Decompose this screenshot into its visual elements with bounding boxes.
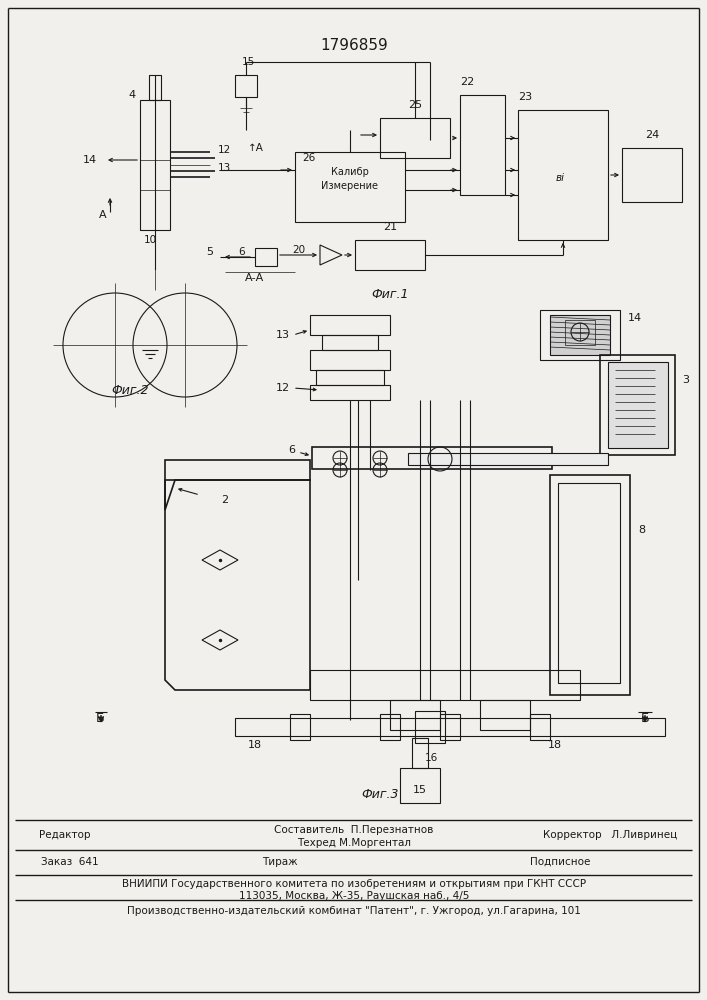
Bar — [255, 248, 277, 266]
Text: Подписное: Подписное — [530, 857, 590, 867]
Bar — [310, 670, 580, 700]
Bar — [550, 315, 610, 355]
Bar — [380, 118, 450, 158]
Text: Калибр: Калибр — [331, 167, 369, 177]
Bar — [565, 320, 595, 345]
Text: 22: 22 — [460, 77, 474, 87]
Text: 8: 8 — [638, 525, 645, 535]
Text: Техред М.Моргентал: Техред М.Моргентал — [297, 838, 411, 848]
Text: 16: 16 — [425, 753, 438, 763]
Text: ВНИИПИ Государственного комитета по изобретениям и открытиям при ГКНТ СССР: ВНИИПИ Государственного комитета по изоб… — [122, 879, 586, 889]
Text: 12: 12 — [276, 383, 290, 393]
Bar — [400, 768, 440, 803]
Text: 18: 18 — [548, 740, 562, 750]
Text: вi: вi — [556, 173, 564, 183]
Text: А-А: А-А — [245, 273, 264, 283]
Text: 13: 13 — [276, 330, 290, 340]
Bar — [235, 75, 257, 97]
Bar — [316, 370, 384, 385]
Text: 6: 6 — [238, 247, 245, 257]
Text: Фиг.2: Фиг.2 — [111, 383, 148, 396]
Bar — [415, 711, 445, 743]
Text: Корректор   Л.Ливринец: Корректор Л.Ливринец — [543, 830, 677, 840]
Text: 18: 18 — [248, 740, 262, 750]
Bar — [140, 100, 170, 230]
Bar — [460, 95, 505, 195]
Text: Составитель  П.Перезнатнов: Составитель П.Перезнатнов — [274, 825, 433, 835]
Text: 23: 23 — [518, 92, 532, 102]
Bar — [540, 310, 620, 360]
Bar — [408, 453, 608, 465]
Text: А: А — [99, 210, 107, 220]
Text: Фиг.1: Фиг.1 — [371, 288, 409, 302]
Text: 13: 13 — [218, 163, 231, 173]
Text: 2: 2 — [221, 495, 228, 505]
Text: 24: 24 — [645, 130, 659, 140]
Text: 21: 21 — [383, 222, 397, 232]
Bar — [440, 714, 460, 740]
Bar — [622, 148, 682, 202]
Text: 20: 20 — [292, 245, 305, 255]
Text: 10: 10 — [144, 235, 156, 245]
Text: 12: 12 — [218, 145, 231, 155]
Bar — [600, 355, 675, 455]
Text: Редактор: Редактор — [40, 830, 90, 840]
Text: 6: 6 — [288, 445, 295, 455]
Bar — [310, 385, 390, 400]
Text: Производственно-издательский комбинат "Патент", г. Ужгород, ул.Гагарина, 101: Производственно-издательский комбинат "П… — [127, 906, 581, 916]
Bar — [310, 315, 390, 335]
Bar — [380, 714, 400, 740]
Text: 14: 14 — [83, 155, 97, 165]
Bar — [149, 75, 161, 100]
Text: 3: 3 — [682, 375, 689, 385]
Text: 25: 25 — [408, 100, 422, 110]
Bar — [530, 714, 550, 740]
Text: 15: 15 — [241, 57, 255, 67]
Text: Измерение: Измерение — [322, 181, 378, 191]
Bar — [312, 447, 552, 469]
Text: Тираж: Тираж — [262, 857, 298, 867]
Bar — [412, 738, 428, 768]
Text: Б: Б — [95, 712, 105, 724]
Bar — [295, 152, 405, 222]
Text: 15: 15 — [413, 785, 427, 795]
Text: 5: 5 — [206, 247, 214, 257]
Text: 26: 26 — [302, 153, 315, 163]
Text: 1796859: 1796859 — [320, 37, 388, 52]
Bar — [518, 110, 608, 240]
Text: ↑А: ↑А — [248, 143, 264, 153]
Text: Фиг.3: Фиг.3 — [361, 788, 399, 802]
Text: 113035, Москва, Ж-35, Раушская наб., 4/5: 113035, Москва, Ж-35, Раушская наб., 4/5 — [239, 891, 469, 901]
Bar — [390, 700, 440, 730]
Text: 14: 14 — [628, 313, 642, 323]
Bar — [310, 350, 390, 370]
Bar — [290, 714, 310, 740]
Text: Б: Б — [641, 712, 649, 724]
Bar — [558, 483, 620, 683]
Bar — [322, 335, 378, 350]
Bar — [608, 362, 668, 448]
Bar — [480, 700, 530, 730]
Text: 4: 4 — [129, 90, 136, 100]
Bar — [235, 718, 665, 736]
Bar — [550, 475, 630, 695]
Bar — [355, 240, 425, 270]
Text: Заказ  641: Заказ 641 — [41, 857, 99, 867]
